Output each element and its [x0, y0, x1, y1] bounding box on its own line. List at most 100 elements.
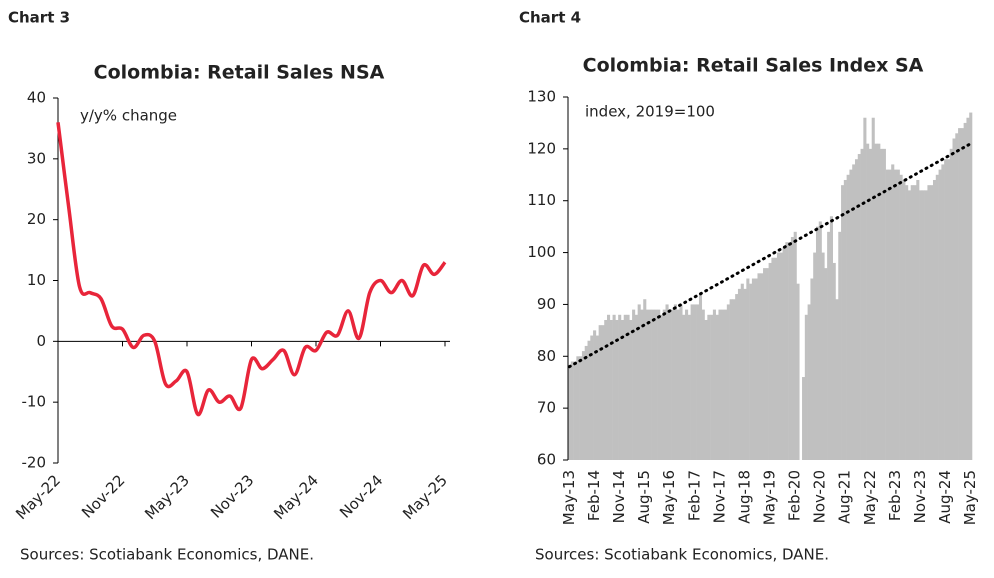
- bar: [724, 309, 728, 460]
- y-tick-label: 10: [27, 271, 46, 289]
- bar: [665, 304, 669, 460]
- bar: [785, 242, 789, 460]
- bar: [696, 304, 700, 460]
- x-tick-label: Feb-14: [585, 470, 603, 521]
- bar: [765, 268, 769, 460]
- x-tick-label: May-19: [761, 470, 779, 525]
- bar: [896, 169, 900, 460]
- x-tick-label: May-24: [270, 471, 322, 523]
- y-tick-label: 100: [527, 243, 556, 261]
- bar: [946, 159, 951, 460]
- bar: [930, 185, 934, 460]
- bar: [629, 319, 633, 460]
- x-tick-label: Aug-24: [936, 470, 954, 524]
- x-tick-label: Nov-14: [610, 470, 628, 523]
- bar: [849, 169, 853, 460]
- bar: [788, 242, 792, 460]
- bar: [576, 356, 580, 460]
- bar: [768, 262, 772, 460]
- bar: [573, 361, 577, 460]
- bar: [888, 169, 892, 460]
- bar: [659, 314, 664, 460]
- x-tick-label: Aug-21: [836, 470, 854, 524]
- y-tick-label: 130: [527, 88, 556, 106]
- bar: [927, 185, 931, 460]
- bar: [868, 148, 872, 460]
- bar: [726, 304, 730, 460]
- bar: [938, 169, 942, 460]
- bar: [609, 319, 613, 460]
- bar: [802, 377, 806, 460]
- bar: [715, 314, 719, 460]
- chart-label: Chart 3: [8, 9, 70, 27]
- y-tick-label: 120: [527, 139, 556, 157]
- bar: [891, 164, 895, 460]
- bar: [712, 309, 716, 460]
- bar: [604, 319, 608, 460]
- source: Sources: Scotiabank Economics, DANE.: [20, 546, 314, 564]
- bar: [749, 283, 753, 460]
- bar: [835, 299, 839, 460]
- bar: [960, 128, 964, 460]
- bar: [584, 345, 588, 460]
- bar: [882, 148, 886, 460]
- bar: [966, 117, 970, 460]
- bar: [827, 231, 831, 460]
- bar: [737, 288, 742, 460]
- bar: [807, 304, 811, 460]
- bar: [570, 361, 574, 460]
- bar: [568, 366, 572, 460]
- bar: [579, 356, 583, 460]
- x-tick-label: May-23: [141, 471, 193, 523]
- x-tick-label: Nov-17: [710, 470, 728, 523]
- bar: [640, 309, 644, 460]
- bar: [735, 294, 739, 460]
- bar: [813, 252, 817, 460]
- chart-title: Colombia: Retail Sales Index SA: [583, 55, 924, 77]
- bar: [626, 314, 630, 460]
- bar: [944, 159, 948, 460]
- source: Sources: Scotiabank Economics, DANE.: [535, 546, 829, 564]
- bar: [687, 314, 691, 460]
- bar: [821, 252, 825, 460]
- bar: [871, 117, 875, 460]
- annotation: y/y% change: [80, 107, 177, 125]
- bar: [832, 262, 836, 460]
- y-tick-label: 60: [537, 451, 556, 469]
- bar: [874, 143, 878, 460]
- bar: [671, 309, 675, 460]
- bar: [902, 179, 906, 460]
- bar: [921, 190, 925, 461]
- bar: [866, 143, 870, 460]
- bar: [810, 278, 814, 460]
- x-tick-label: Nov-24: [336, 471, 386, 521]
- bar: [718, 309, 722, 460]
- bar: [620, 319, 625, 460]
- bar: [590, 335, 594, 460]
- line-series: [56, 122, 447, 417]
- chart-title: Colombia: Retail Sales NSA: [94, 62, 385, 84]
- x-tick-label: Nov-23: [911, 470, 929, 523]
- x-tick-label: Aug-18: [735, 470, 753, 524]
- bar: [732, 299, 736, 460]
- bar: [815, 226, 820, 460]
- y-tick-label: 90: [537, 295, 556, 313]
- y-tick-label: 80: [537, 347, 556, 365]
- x-tick-label: Feb-20: [786, 470, 804, 521]
- bar: [969, 112, 973, 461]
- y-tick-label: 0: [36, 332, 46, 350]
- x-tick-label: Nov-20: [811, 470, 829, 523]
- y-tick-label: -20: [22, 454, 47, 472]
- y-tick-label: 110: [527, 191, 556, 209]
- bar: [668, 309, 672, 460]
- bar: [955, 133, 959, 461]
- bar: [623, 314, 627, 460]
- bar: [746, 278, 750, 460]
- x-tick-label: May-13: [560, 470, 578, 525]
- bar: [587, 340, 591, 460]
- bar: [893, 169, 898, 460]
- bar: [751, 278, 755, 460]
- bar: [707, 314, 711, 460]
- bar: [760, 273, 764, 460]
